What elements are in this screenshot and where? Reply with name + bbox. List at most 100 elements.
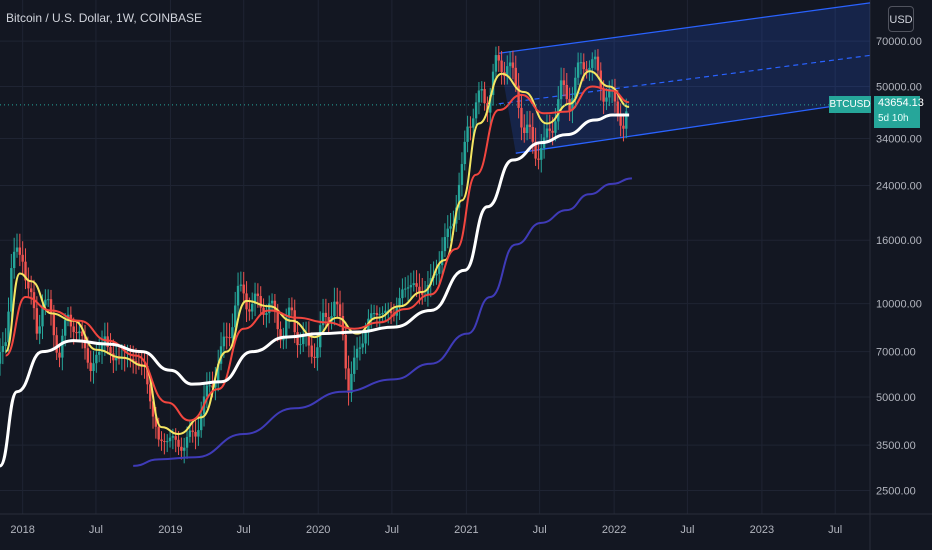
candle-body	[253, 293, 257, 304]
candle-body	[180, 446, 183, 451]
candle-body	[148, 384, 152, 402]
currency-button[interactable]: USD	[888, 6, 914, 32]
x-tick-label: Jul	[385, 524, 399, 536]
candle-body	[191, 430, 194, 432]
candle-body	[559, 80, 563, 100]
channel-lower-line	[515, 100, 871, 154]
candle-body	[1, 346, 5, 353]
candle-body	[205, 385, 209, 397]
candle-body	[528, 124, 532, 128]
candle-body	[511, 62, 515, 68]
candle-body	[276, 311, 279, 330]
candle-body	[619, 115, 622, 126]
x-tick-label: 2021	[454, 524, 478, 536]
x-tick-label: 2019	[158, 524, 182, 536]
candle-body	[72, 326, 75, 333]
candle-body	[554, 121, 557, 133]
candle-body	[279, 329, 282, 341]
candle-body	[489, 94, 492, 113]
candle-body	[582, 62, 585, 70]
candle-body	[435, 273, 438, 276]
candle-body	[341, 315, 345, 335]
candle-body	[299, 344, 302, 346]
ema-fast-line	[4, 70, 630, 436]
candle-body	[80, 331, 84, 337]
candle-body	[165, 441, 169, 443]
channel-fill	[498, 2, 870, 154]
symbol-price-tag: BTCUSD	[829, 95, 871, 113]
candle-body	[256, 293, 260, 296]
candle-body	[497, 55, 500, 61]
bar-countdown: 5d 10h	[878, 112, 909, 124]
candle-body	[194, 431, 197, 437]
candle-body	[296, 332, 299, 346]
candle-body	[236, 285, 240, 306]
candle-body	[537, 158, 540, 160]
x-tick-label: Jul	[533, 524, 547, 536]
candle-body	[398, 298, 401, 308]
candle-body	[131, 358, 135, 361]
candle-body	[134, 360, 138, 363]
candle-body	[443, 237, 447, 252]
candle-body	[248, 309, 251, 312]
x-tick-label: 2018	[10, 524, 34, 536]
candle-body	[63, 320, 67, 336]
candle-body	[350, 373, 353, 393]
candle-body	[168, 437, 172, 442]
candle-body	[188, 430, 192, 437]
candle-body	[154, 416, 158, 427]
candle-body	[381, 312, 384, 315]
y-tick-label: 24000.00	[876, 181, 922, 193]
candle-body	[41, 305, 44, 327]
candle-body	[446, 228, 449, 238]
candle-body	[208, 385, 211, 387]
ema-mid-line	[5, 85, 630, 422]
candle-body	[514, 67, 517, 86]
candle-body	[185, 436, 189, 448]
candle-body	[321, 312, 325, 326]
candle-body	[75, 332, 78, 334]
candle-body	[29, 288, 33, 293]
x-tick-label: 2023	[750, 524, 774, 536]
candle-body	[477, 90, 481, 103]
candle-body	[472, 118, 475, 128]
candle-body	[353, 357, 356, 374]
candle-body	[313, 356, 316, 358]
candle-body	[285, 317, 288, 337]
candle-body	[579, 62, 583, 64]
candle-body	[418, 286, 421, 292]
x-tick-label: Jul	[828, 524, 842, 536]
candle-body	[21, 254, 24, 262]
candle-body	[608, 90, 611, 98]
candle-body	[463, 141, 466, 165]
candle-body	[217, 363, 220, 381]
candle-body	[491, 71, 495, 95]
candle-body	[140, 363, 143, 365]
candle-body	[15, 247, 19, 252]
y-tick-label: 10000.00	[876, 299, 922, 311]
candle-body	[95, 354, 98, 364]
x-tick-label: 2020	[306, 524, 330, 536]
candle-body	[270, 300, 274, 304]
candle-body	[545, 128, 549, 138]
candle-body	[0, 352, 2, 364]
x-tick-label: Jul	[89, 524, 103, 536]
ema-slow-line	[0, 113, 630, 468]
candle-body	[336, 301, 339, 305]
candle-body	[440, 251, 444, 266]
candle-body	[174, 436, 177, 440]
candle-body	[7, 311, 10, 343]
candle-body	[520, 107, 523, 128]
candle-body	[92, 363, 95, 371]
candle-body	[551, 130, 554, 133]
candle-body	[231, 327, 234, 339]
candle-body	[364, 332, 367, 344]
candle-body	[18, 247, 22, 255]
candle-body	[415, 283, 418, 287]
candle-body	[523, 127, 526, 134]
candle-body	[534, 141, 537, 159]
candle-body	[302, 334, 305, 345]
last-price-value: 43654.13	[878, 96, 924, 109]
candle-body	[372, 313, 376, 315]
